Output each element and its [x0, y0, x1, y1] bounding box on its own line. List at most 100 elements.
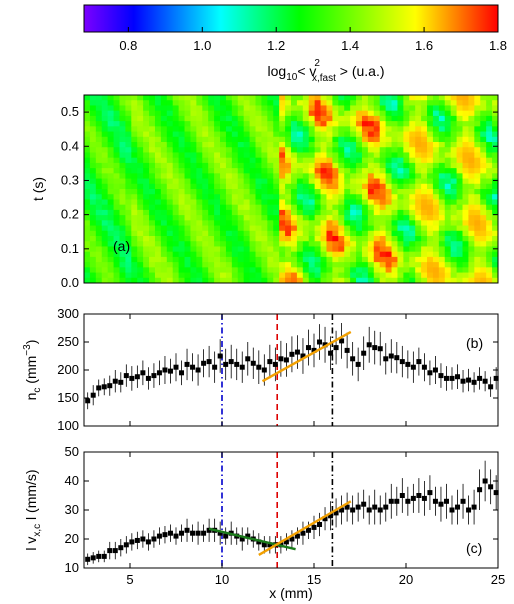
- heatmap-cell: [243, 256, 251, 263]
- heatmap-cell: [178, 152, 186, 159]
- heatmap-cell: [397, 183, 404, 190]
- colorbar-ticks: 0.8 1.0 1.2 1.4 1.6 1.8: [119, 27, 507, 53]
- heatmap-cell: [255, 157, 263, 164]
- heatmap-cell: [166, 220, 174, 227]
- heatmap-cell: [468, 105, 475, 112]
- heatmap-cell: [486, 256, 493, 263]
- heatmap-cell: [208, 147, 215, 154]
- heatmap-cell: [350, 105, 357, 112]
- heatmap-cell: [397, 142, 404, 148]
- heatmap-cell: [190, 209, 197, 216]
- heatmap-cell: [361, 199, 369, 206]
- heatmap-cell: [296, 183, 304, 190]
- heatmap-cell: [456, 241, 464, 248]
- heatmap-cell: [220, 157, 227, 164]
- heatmap-cell: [314, 277, 322, 283]
- heatmap-cell: [231, 246, 239, 253]
- heatmap-cell: [450, 115, 458, 122]
- heatmap-cell: [149, 95, 156, 101]
- heatmap-cell: [196, 225, 203, 232]
- heatmap-cell: [385, 168, 393, 174]
- heatmap-cell: [379, 142, 387, 148]
- heatmap-cell: [486, 95, 493, 101]
- heatmap-cell: [154, 209, 162, 216]
- data-point: [399, 493, 405, 498]
- heatmap-cell: [462, 215, 470, 221]
- heatmap-cell: [237, 131, 245, 138]
- heatmap-cell: [166, 251, 174, 258]
- heatmap-cell: [356, 152, 363, 159]
- heatmap-cell: [427, 152, 434, 159]
- data-point: [438, 501, 444, 507]
- heatmap-cell: [285, 115, 292, 122]
- heatmap-cell: [237, 147, 245, 154]
- heatmap-cell: [237, 194, 245, 201]
- heatmap-cell: [379, 225, 387, 232]
- heatmap-cell: [160, 126, 168, 133]
- heatmap-cell: [409, 183, 416, 190]
- heatmap-cell: [184, 199, 192, 206]
- heatmap-cell: [273, 105, 280, 112]
- heatmap-cell: [143, 251, 150, 258]
- heatmap-cell: [474, 110, 481, 117]
- heatmap-cell: [237, 189, 245, 195]
- heatmap-cell: [107, 277, 115, 283]
- heatmap-cell: [361, 147, 369, 154]
- heatmap-cell: [415, 277, 422, 283]
- heatmap-cell: [367, 100, 375, 107]
- heatmap-cell: [196, 173, 203, 180]
- heatmap-cell: [208, 241, 215, 248]
- heatmap-cell: [474, 147, 481, 154]
- heatmap-cell: [160, 121, 168, 127]
- heatmap-cell: [113, 189, 121, 195]
- heatmap-cell: [456, 272, 464, 279]
- heatmap-cell: [438, 95, 446, 101]
- heatmap-cell: [367, 256, 375, 263]
- heatmap-cell: [125, 225, 132, 232]
- heatmap-cell: [243, 194, 251, 201]
- heatmap-cell: [101, 115, 109, 122]
- heatmap-cell: [208, 262, 215, 268]
- heatmap-cell: [208, 152, 215, 159]
- heatmap-cell: [214, 199, 221, 206]
- heatmap-cell: [344, 189, 351, 195]
- colorbar-tick-label: 1.2: [267, 38, 285, 53]
- heatmap-cell: [184, 136, 192, 143]
- heatmap-cell: [95, 183, 103, 190]
- heatmap-cell: [308, 251, 316, 258]
- heatmap-cell: [415, 126, 422, 133]
- heatmap-cell: [320, 199, 328, 206]
- heatmap-cell: [492, 147, 498, 154]
- heatmap-cell: [131, 241, 138, 248]
- heatmap-cell: [285, 272, 292, 279]
- heatmap-cell: [438, 204, 446, 211]
- fit-line: [261, 330, 352, 383]
- heatmap-cell: [84, 230, 91, 237]
- heatmap-cell: [296, 272, 304, 279]
- heatmap-cell: [202, 131, 209, 138]
- heatmap-cell: [255, 121, 263, 127]
- heatmap-cell: [450, 126, 458, 133]
- heatmap-cell: [361, 230, 369, 237]
- heatmap-cell: [373, 215, 381, 221]
- heatmap-cell: [379, 262, 387, 268]
- heatmap-cell: [143, 142, 150, 148]
- data-point: [223, 361, 229, 367]
- heatmap-cell: [468, 241, 475, 248]
- heatmap-cell: [113, 95, 121, 101]
- heatmap-cell: [154, 236, 162, 242]
- heatmap-cell: [492, 199, 498, 206]
- heatmap-cell: [190, 277, 197, 283]
- heatmap-cell: [273, 115, 280, 122]
- heatmap-cell: [89, 241, 97, 248]
- heatmap-cell: [273, 215, 280, 221]
- heatmap-cell: [214, 121, 221, 127]
- heatmap-cell: [350, 209, 357, 216]
- heatmap-cell: [350, 267, 357, 274]
- heatmap-cell: [160, 147, 168, 154]
- heatmap-cell: [379, 236, 387, 242]
- heatmap-cell: [361, 100, 369, 107]
- heatmap-cell: [320, 178, 328, 185]
